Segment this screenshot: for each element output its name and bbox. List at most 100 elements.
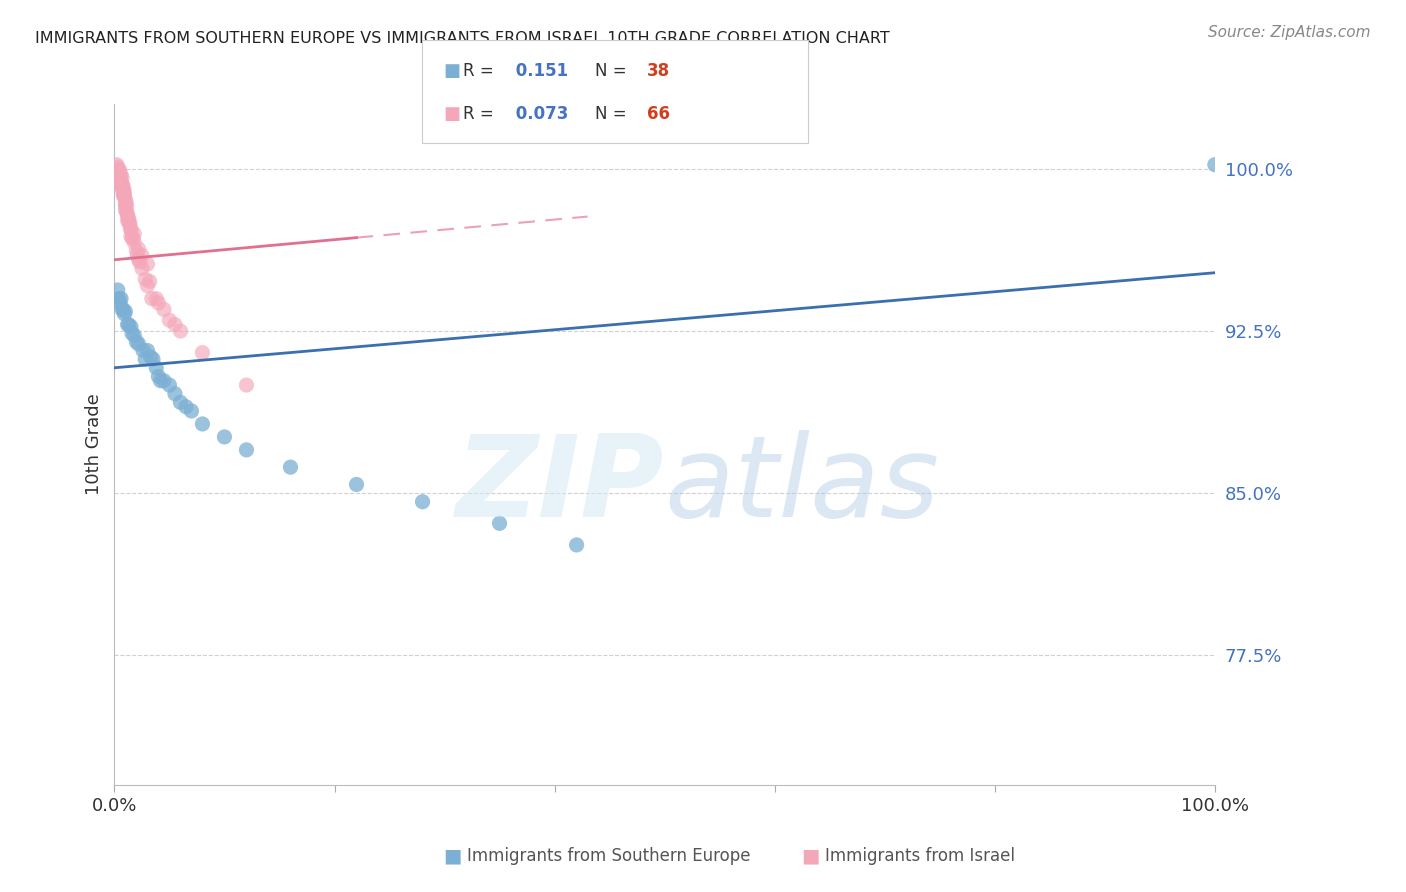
Point xyxy=(180,404,202,418)
Point xyxy=(163,386,186,401)
Point xyxy=(112,186,135,200)
Point xyxy=(145,292,167,306)
Text: R =: R = xyxy=(463,62,499,79)
Point xyxy=(128,252,150,267)
Point xyxy=(131,261,153,276)
Point xyxy=(169,395,191,409)
Point xyxy=(136,257,159,271)
Point xyxy=(108,296,131,310)
Point xyxy=(110,169,132,183)
Point xyxy=(108,169,131,183)
Point xyxy=(114,202,136,217)
Point xyxy=(148,296,170,310)
Point xyxy=(108,166,131,180)
Point xyxy=(280,460,302,475)
Point xyxy=(114,304,136,318)
Point xyxy=(139,350,162,364)
Text: ■: ■ xyxy=(801,847,820,866)
Point xyxy=(127,248,149,262)
Point xyxy=(149,374,172,388)
Text: N =: N = xyxy=(595,62,631,79)
Point xyxy=(120,222,142,236)
Point xyxy=(112,307,135,321)
Point xyxy=(120,229,142,244)
Point xyxy=(107,164,129,178)
Point xyxy=(142,352,165,367)
Point xyxy=(111,177,134,191)
Point xyxy=(191,345,214,359)
Point xyxy=(112,184,135,198)
Point xyxy=(136,343,159,358)
Text: ■: ■ xyxy=(443,847,461,866)
Point xyxy=(117,207,139,221)
Point xyxy=(112,302,135,317)
Text: R =: R = xyxy=(463,105,499,123)
Point xyxy=(112,190,135,204)
Point xyxy=(107,283,129,297)
Point xyxy=(159,378,181,392)
Point xyxy=(112,184,135,198)
Point xyxy=(159,313,181,327)
Point xyxy=(131,248,153,262)
Point xyxy=(132,343,155,358)
Point xyxy=(565,538,588,552)
Point xyxy=(125,244,148,259)
Point xyxy=(153,374,176,388)
Point xyxy=(134,272,156,286)
Point xyxy=(118,218,141,232)
Point xyxy=(122,235,145,250)
Point xyxy=(153,302,176,317)
Point xyxy=(108,161,131,176)
Y-axis label: 10th Grade: 10th Grade xyxy=(86,393,103,495)
Point xyxy=(110,175,132,189)
Point xyxy=(112,179,135,194)
Point xyxy=(110,177,132,191)
Point xyxy=(108,164,131,178)
Point xyxy=(128,255,150,269)
Point xyxy=(115,196,138,211)
Point xyxy=(235,442,257,457)
Point xyxy=(128,337,150,351)
Point xyxy=(134,352,156,367)
Point xyxy=(112,188,135,202)
Text: 0.073: 0.073 xyxy=(510,105,569,123)
Point xyxy=(122,328,145,343)
Point xyxy=(105,158,128,172)
Point xyxy=(117,318,139,332)
Text: Source: ZipAtlas.com: Source: ZipAtlas.com xyxy=(1208,25,1371,40)
Point xyxy=(107,160,129,174)
Text: 0.151: 0.151 xyxy=(510,62,568,79)
Point xyxy=(111,170,134,185)
Point xyxy=(488,516,510,531)
Point xyxy=(191,417,214,431)
Text: 38: 38 xyxy=(647,62,669,79)
Point xyxy=(145,360,167,375)
Point xyxy=(136,278,159,293)
Point xyxy=(346,477,368,491)
Point xyxy=(114,192,136,206)
Point xyxy=(115,201,138,215)
Text: Immigrants from Southern Europe: Immigrants from Southern Europe xyxy=(467,847,751,865)
Point xyxy=(148,369,170,384)
Point xyxy=(111,179,134,194)
Text: 66: 66 xyxy=(647,105,669,123)
Point xyxy=(128,242,150,256)
Point xyxy=(118,318,141,332)
Text: Immigrants from Israel: Immigrants from Israel xyxy=(825,847,1015,865)
Point xyxy=(122,227,145,241)
Point xyxy=(125,334,148,349)
Point xyxy=(111,302,134,317)
Point xyxy=(118,214,141,228)
Point xyxy=(112,188,135,202)
Text: ■: ■ xyxy=(443,62,460,79)
Point xyxy=(121,231,143,245)
Text: N =: N = xyxy=(595,105,631,123)
Point xyxy=(114,199,136,213)
Point xyxy=(118,211,141,226)
Point xyxy=(412,494,434,508)
Text: ■: ■ xyxy=(443,105,460,123)
Text: atlas: atlas xyxy=(665,430,939,541)
Point xyxy=(108,169,131,183)
Point xyxy=(108,292,131,306)
Point xyxy=(118,216,141,230)
